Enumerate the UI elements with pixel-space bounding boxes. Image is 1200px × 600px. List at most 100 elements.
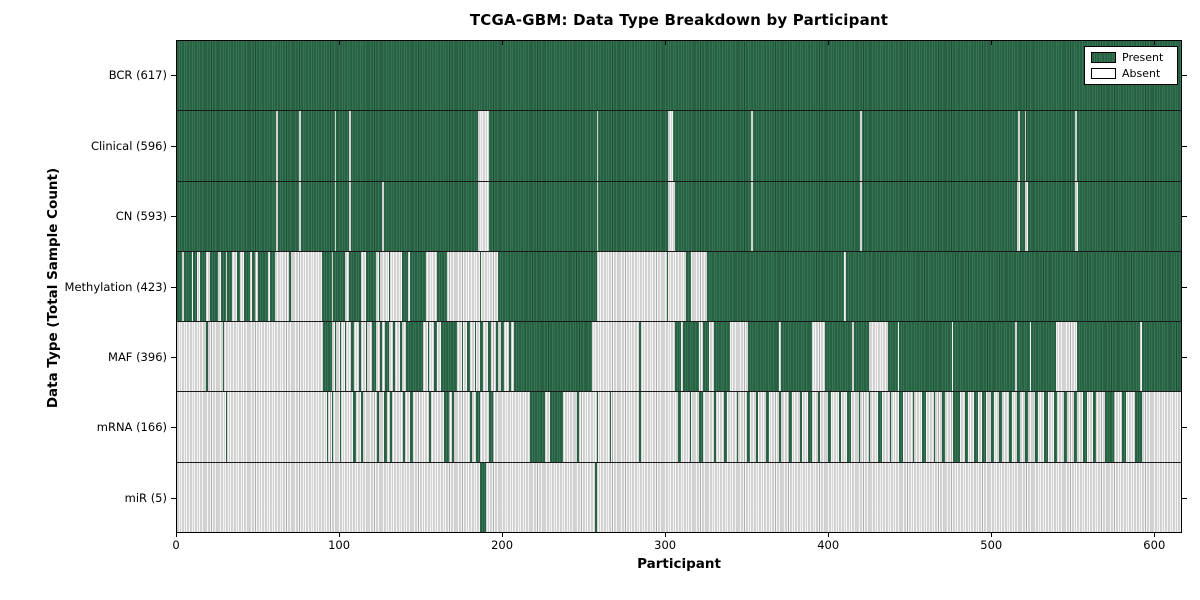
xtick-mark-bottom — [502, 533, 504, 537]
present-segment — [237, 251, 241, 322]
present-segment — [429, 392, 431, 462]
ytick-mark-left — [171, 427, 176, 429]
present-segment — [780, 322, 812, 392]
present-segment — [206, 322, 208, 392]
present-segment — [953, 322, 1016, 392]
absent-segment — [1075, 181, 1079, 251]
present-segment — [360, 392, 363, 462]
absent-segment — [1024, 111, 1027, 181]
present-segment — [1093, 392, 1097, 462]
row-maf — [177, 322, 1181, 393]
present-segment — [339, 392, 342, 462]
present-segment — [1135, 392, 1142, 462]
present-segment — [824, 322, 853, 392]
absent-segment — [1018, 111, 1020, 181]
present-segment — [736, 392, 739, 462]
present-segment — [193, 251, 197, 322]
absent-swatch — [1091, 68, 1116, 79]
absent-segment — [860, 111, 863, 181]
present-segment — [713, 322, 731, 392]
ytick-mark-right — [1182, 427, 1187, 429]
present-segment — [683, 322, 700, 392]
present-segment — [808, 392, 812, 462]
present-segment — [401, 251, 409, 322]
ytick-label-maf: MAF (396) — [108, 349, 167, 364]
present-segment — [351, 322, 355, 392]
present-segment — [331, 392, 334, 462]
present-segment — [383, 392, 387, 462]
present-segment — [344, 322, 347, 392]
xtick-mark-top — [991, 41, 993, 45]
present-segment — [595, 462, 597, 532]
present-segment — [469, 392, 472, 462]
present-segment — [1034, 392, 1038, 462]
present-segment — [853, 322, 869, 392]
absent-segment — [382, 181, 384, 251]
ytick-mark-left — [171, 286, 176, 288]
present-segment — [403, 392, 405, 462]
present-swatch — [1091, 52, 1116, 63]
ytick-label-clinical: Clinical (596) — [90, 138, 167, 153]
present-segment — [1063, 392, 1068, 462]
absent-segment — [349, 111, 352, 181]
present-segment — [334, 322, 337, 392]
present-segment — [779, 392, 781, 462]
present-segment — [839, 392, 841, 462]
present-segment — [326, 392, 329, 462]
present-segment — [1031, 322, 1056, 392]
absent-segment — [478, 181, 490, 251]
absent-segment — [299, 181, 301, 251]
present-segment — [220, 251, 226, 322]
absent-segment — [596, 111, 599, 181]
absent-segment — [349, 181, 352, 251]
present-segment — [495, 322, 498, 392]
ytick-mark-right — [1182, 497, 1187, 499]
absent-segment — [334, 181, 337, 251]
xtick-mark-bottom — [665, 533, 667, 537]
xtick-mark-bottom — [176, 533, 177, 537]
present-segment — [707, 251, 845, 322]
present-segment — [699, 392, 703, 462]
xtick-mark-top — [828, 41, 830, 45]
present-segment — [443, 392, 449, 462]
present-segment — [998, 392, 1002, 462]
xtick-mark-bottom — [1154, 533, 1156, 537]
present-segment — [385, 322, 389, 392]
present-segment — [323, 322, 332, 392]
present-segment — [321, 251, 332, 322]
present-segment — [713, 392, 716, 462]
present-segment — [689, 392, 692, 462]
present-segment — [1008, 392, 1012, 462]
chart-title: TCGA-GBM: Data Type Breakdown by Partici… — [469, 11, 889, 29]
present-segment — [549, 392, 563, 462]
ytick-mark-left — [171, 356, 176, 358]
present-segment — [1016, 322, 1030, 392]
xtick-label-300: 300 — [654, 538, 677, 552]
present-segment — [497, 251, 597, 322]
row-methylation — [177, 251, 1181, 323]
present-segment — [609, 392, 612, 462]
present-segment — [858, 392, 861, 462]
ytick-mark-right — [1182, 145, 1187, 147]
present-segment — [818, 392, 820, 462]
ytick-label-cn: CN (593) — [115, 209, 167, 224]
present-segment — [1054, 392, 1058, 462]
absent-segment — [299, 111, 301, 181]
present-segment — [800, 392, 802, 462]
ytick-mark-right — [1182, 286, 1187, 288]
present-segment — [269, 251, 275, 322]
present-segment — [409, 392, 413, 462]
present-segment — [489, 392, 493, 462]
present-segment — [487, 322, 492, 392]
present-segment — [933, 392, 936, 462]
absent-segment — [751, 111, 754, 181]
present-segment — [666, 251, 669, 322]
present-segment — [399, 322, 402, 392]
present-segment — [476, 392, 480, 462]
present-segment — [365, 322, 368, 392]
absent-segment — [276, 181, 278, 251]
absent-segment — [1016, 181, 1020, 251]
present-segment — [427, 322, 430, 392]
present-segment — [388, 251, 391, 322]
present-segment — [1083, 392, 1087, 462]
